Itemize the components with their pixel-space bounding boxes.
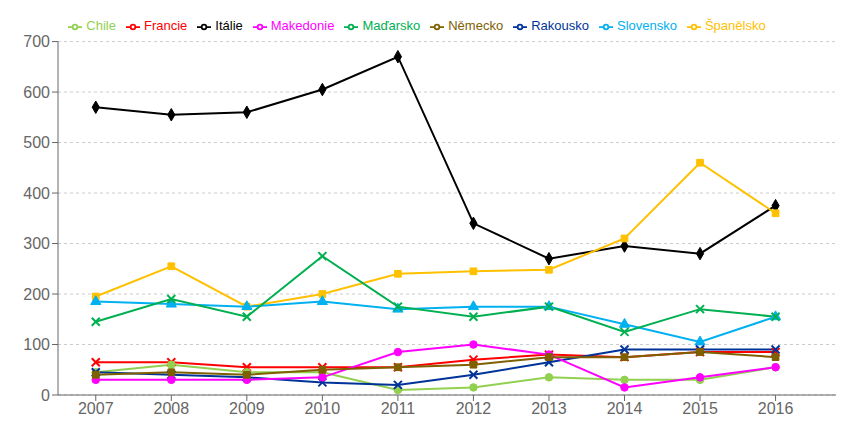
html-text:Španělsko: Španělsko <box>705 18 766 33</box>
html-text:Francie: Francie <box>144 18 188 33</box>
svg-text:200: 200 <box>23 286 50 303</box>
svg-text:2014: 2014 <box>607 400 643 417</box>
svg-text:500: 500 <box>23 134 50 151</box>
html-text:Makedonie: Makedonie <box>270 18 335 33</box>
svg-text:2016: 2016 <box>758 400 794 417</box>
html-text:Slovensko: Slovensko <box>617 18 677 33</box>
svg-text:2013: 2013 <box>531 400 567 417</box>
html-text:Maďarsko: Maďarsko <box>362 18 421 33</box>
svg-text:2011: 2011 <box>381 400 416 417</box>
svg-text:300: 300 <box>23 235 50 252</box>
svg-text:2010: 2010 <box>305 400 341 417</box>
svg-text:400: 400 <box>23 185 50 202</box>
svg-text:2012: 2012 <box>456 400 492 417</box>
html-text:Rakousko: Rakousko <box>531 18 589 33</box>
html-text:Chile: Chile <box>86 18 116 33</box>
svg-text:2008: 2008 <box>154 400 190 417</box>
svg-text:100: 100 <box>23 336 50 353</box>
svg-text:600: 600 <box>23 84 50 101</box>
svg-text:700: 700 <box>23 33 50 50</box>
svg-text:0: 0 <box>41 387 50 404</box>
html-text:Itálie: Itálie <box>215 18 243 33</box>
svg-text:2015: 2015 <box>682 400 718 417</box>
svg-text:2007: 2007 <box>78 400 114 417</box>
html-text:Německo: Německo <box>448 18 504 33</box>
svg-text:2009: 2009 <box>229 400 265 417</box>
